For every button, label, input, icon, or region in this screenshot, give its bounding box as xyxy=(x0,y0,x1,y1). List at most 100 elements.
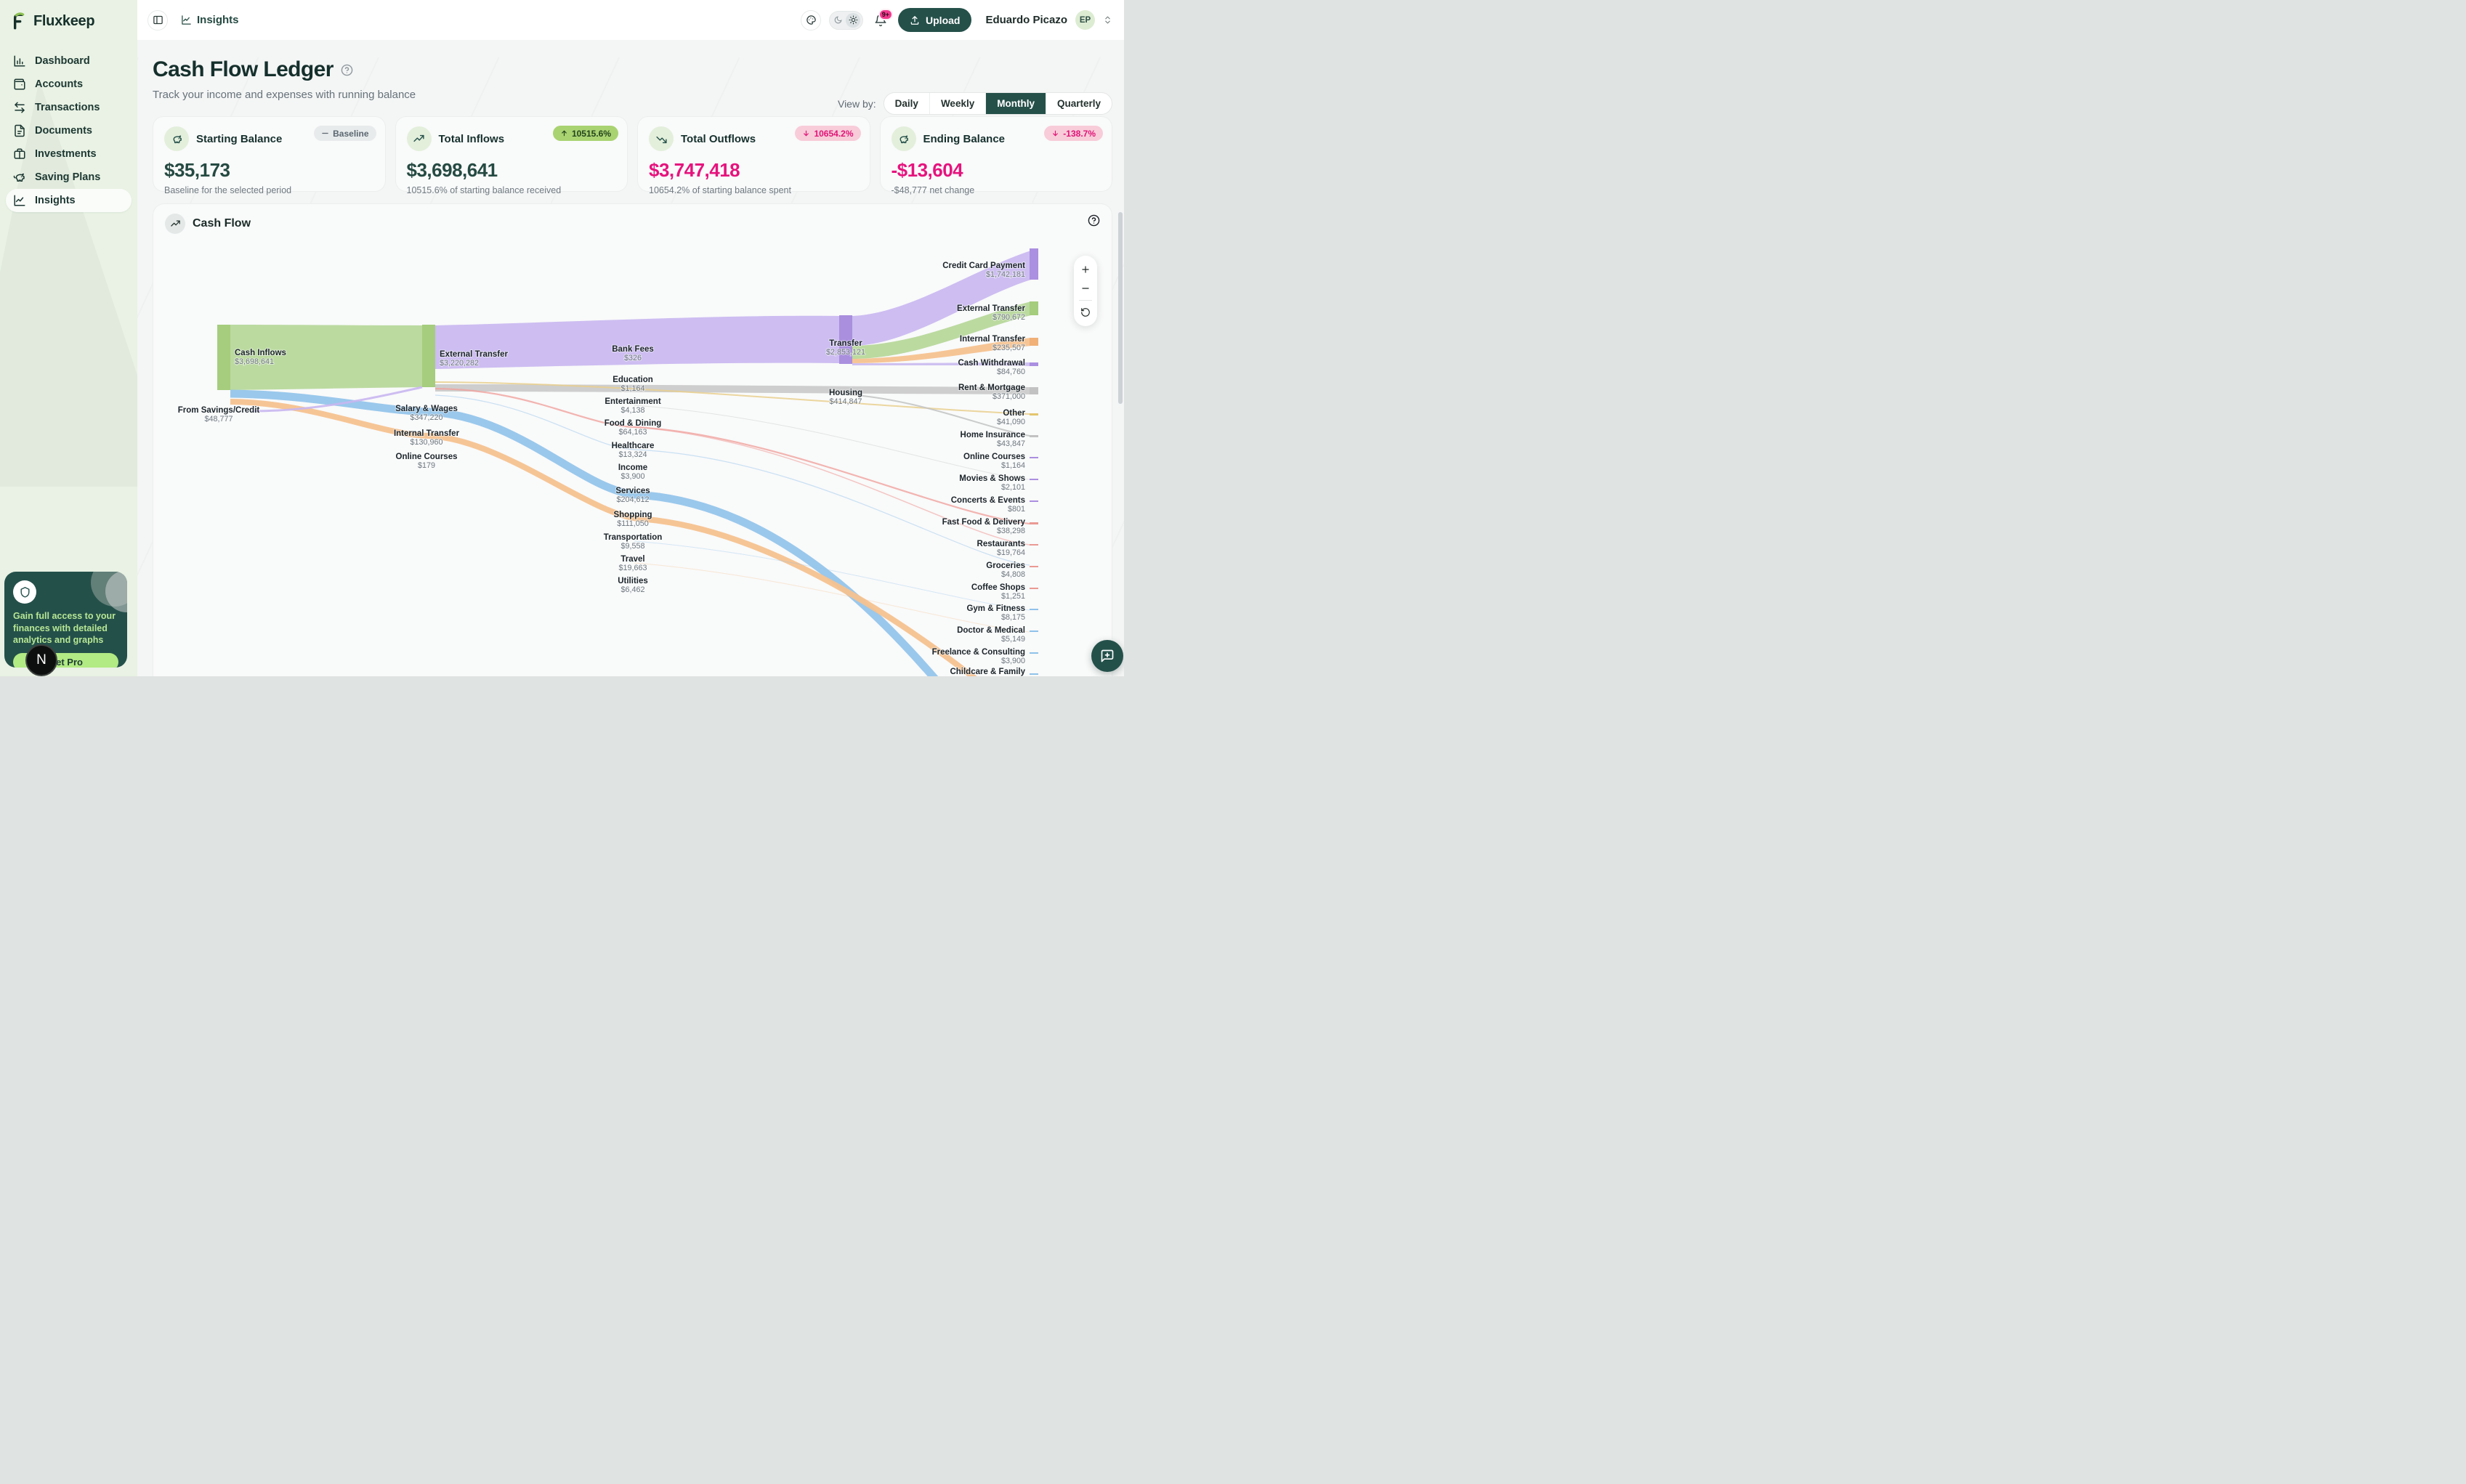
help-circle-icon[interactable] xyxy=(341,64,353,76)
sankey-node-value: $1,742,181 xyxy=(986,270,1025,279)
document-icon xyxy=(13,124,26,137)
view-option-daily[interactable]: Daily xyxy=(884,93,929,114)
notifications-button[interactable]: 9+ xyxy=(874,8,894,27)
view-option-weekly[interactable]: Weekly xyxy=(929,93,985,114)
sidebar-item-investments[interactable]: Investments xyxy=(6,142,132,166)
sankey-node-label: Cash Withdrawal xyxy=(958,359,1025,368)
view-option-quarterly[interactable]: Quarterly xyxy=(1045,93,1112,114)
sankey-node-value: $4,138 xyxy=(620,406,644,415)
sankey-node-label: Internal Transfer xyxy=(960,335,1026,344)
theme-palette-button[interactable] xyxy=(801,9,822,31)
sankey-node-label: Childcare & Family xyxy=(950,668,1025,676)
stat-description: 10515.6% of starting balance received xyxy=(406,185,562,195)
sidebar-nav: Dashboard Accounts Transactions Document… xyxy=(0,49,137,212)
message-square-plus-icon xyxy=(1100,649,1115,663)
sankey-node-value: $43,847 xyxy=(997,439,1025,448)
page-subtitle: Track your income and expenses with runn… xyxy=(153,89,416,101)
sankey-node-label: Concerts & Events xyxy=(951,496,1025,505)
sankey-node-value: $790,672 xyxy=(993,313,1025,322)
sankey-labels: Cash Inflows$3,698,641 From Savings/Credi… xyxy=(177,261,1027,676)
sidebar-item-label: Documents xyxy=(35,125,92,137)
dev-badge[interactable]: N xyxy=(25,644,57,676)
sidebar-item-label: Dashboard xyxy=(35,55,90,67)
sidebar-item-saving-plans[interactable]: Saving Plans xyxy=(6,166,132,189)
stat-description: Baseline for the selected period xyxy=(164,185,292,195)
sankey-node-label: Credit Card Payment xyxy=(942,261,1025,270)
sankey-node-value: $2,853,121 xyxy=(826,348,865,357)
breadcrumb[interactable]: Insights xyxy=(181,14,239,26)
divider xyxy=(1079,300,1092,301)
upload-label: Upload xyxy=(926,14,961,26)
stat-title: Ending Balance xyxy=(923,132,1006,145)
sankey-node-label: Online Courses xyxy=(963,453,1025,461)
sidebar-item-insights[interactable]: Insights xyxy=(6,189,132,212)
arrow-down-icon xyxy=(1051,129,1059,137)
chevrons-up-down-icon[interactable] xyxy=(1103,15,1112,25)
sidebar-toggle-button[interactable] xyxy=(147,9,168,31)
sankey-node-label: Other xyxy=(1003,409,1025,418)
chart-line-icon xyxy=(181,15,192,25)
stat-title: Total Outflows xyxy=(681,132,756,145)
zoom-reset-button[interactable] xyxy=(1074,303,1097,322)
sankey-node-label: Housing xyxy=(829,389,862,397)
view-option-monthly[interactable]: Monthly xyxy=(985,93,1046,114)
sankey-node-label: External Transfer xyxy=(440,350,508,359)
trending-up-icon xyxy=(406,126,432,151)
stat-value: $35,173 xyxy=(164,159,230,181)
cashflow-sankey[interactable]: Cash Inflows$3,698,641 From Savings/Credi… xyxy=(153,245,1113,676)
rotate-ccw-icon xyxy=(1080,307,1091,317)
sidebar-item-dashboard[interactable]: Dashboard xyxy=(6,49,132,73)
trending-down-icon xyxy=(649,126,674,151)
chart-title: Cash Flow xyxy=(193,217,251,230)
stat-card-total-outflows: Total Outflows 10654.2% $3,747,418 10654… xyxy=(637,116,870,195)
sankey-node-value: $6,462 xyxy=(620,585,644,594)
stat-value: $3,698,641 xyxy=(406,159,498,181)
sidebar-item-transactions[interactable]: Transactions xyxy=(6,96,132,119)
status-badge: Baseline xyxy=(314,126,376,141)
app-window: Fluxkeep Dashboard Accounts Transactions… xyxy=(0,0,1124,676)
user-name: Eduardo Picazo xyxy=(985,14,1067,26)
sankey-node-label: Rent & Mortgage xyxy=(958,384,1025,392)
upload-icon xyxy=(910,15,920,25)
sidebar-item-documents[interactable]: Documents xyxy=(6,119,132,142)
notifications-count-badge: 9+ xyxy=(878,8,894,20)
sankey-node-value: $3,698,641 xyxy=(235,357,274,366)
sankey-node-label: Education xyxy=(613,376,653,384)
sankey-node-label: Entertainment xyxy=(605,397,660,406)
chart-line-icon xyxy=(13,194,26,207)
badge-label: -138.7% xyxy=(1063,128,1096,139)
zoom-out-button[interactable] xyxy=(1074,279,1097,298)
sankey-node-value: $19,663 xyxy=(618,564,647,572)
upload-button[interactable]: Upload xyxy=(898,8,972,32)
sankey-node-value: $4,808 xyxy=(1001,570,1025,579)
sankey-node-label: Shopping xyxy=(613,511,652,519)
sankey-ribbons xyxy=(230,251,1031,676)
badge-label: 10654.2% xyxy=(814,128,854,139)
sankey-node-label: External Transfer xyxy=(957,304,1025,313)
arrow-up-icon xyxy=(560,129,568,137)
stat-card-starting-balance: Starting Balance Baseline $35,173 Baseli… xyxy=(153,116,386,195)
sankey-node-label: Online Courses xyxy=(396,453,458,461)
sankey-node-value: $9,558 xyxy=(620,542,644,551)
zoom-in-button[interactable] xyxy=(1074,260,1097,279)
avatar[interactable]: EP xyxy=(1075,10,1095,30)
wallet-icon xyxy=(13,78,26,91)
sankey-node-label: Coffee Shops xyxy=(971,583,1025,592)
sankey-node-value: $326 xyxy=(624,354,642,362)
sidebar-item-label: Saving Plans xyxy=(35,171,101,183)
stat-cards-row: Starting Balance Baseline $35,173 Baseli… xyxy=(153,116,1112,195)
stat-description: -$48,777 net change xyxy=(891,185,975,195)
scrollbar-thumb[interactable] xyxy=(1118,212,1123,404)
help-circle-icon[interactable] xyxy=(1088,214,1100,227)
sidebar-item-accounts[interactable]: Accounts xyxy=(6,73,132,96)
brand-logo[interactable]: Fluxkeep xyxy=(0,0,137,31)
sankey-node-label: Gym & Fitness xyxy=(966,604,1025,613)
sankey-node-value: $111,050 xyxy=(617,519,648,528)
sankey-node-value: $13,324 xyxy=(618,450,647,459)
feedback-chat-button[interactable] xyxy=(1091,640,1123,672)
minus-icon xyxy=(1080,283,1091,293)
theme-toggle[interactable] xyxy=(829,10,864,30)
trending-up-icon xyxy=(165,214,185,234)
piggy-bank-icon xyxy=(891,126,916,151)
sankey-node-label: Transportation xyxy=(604,533,663,542)
